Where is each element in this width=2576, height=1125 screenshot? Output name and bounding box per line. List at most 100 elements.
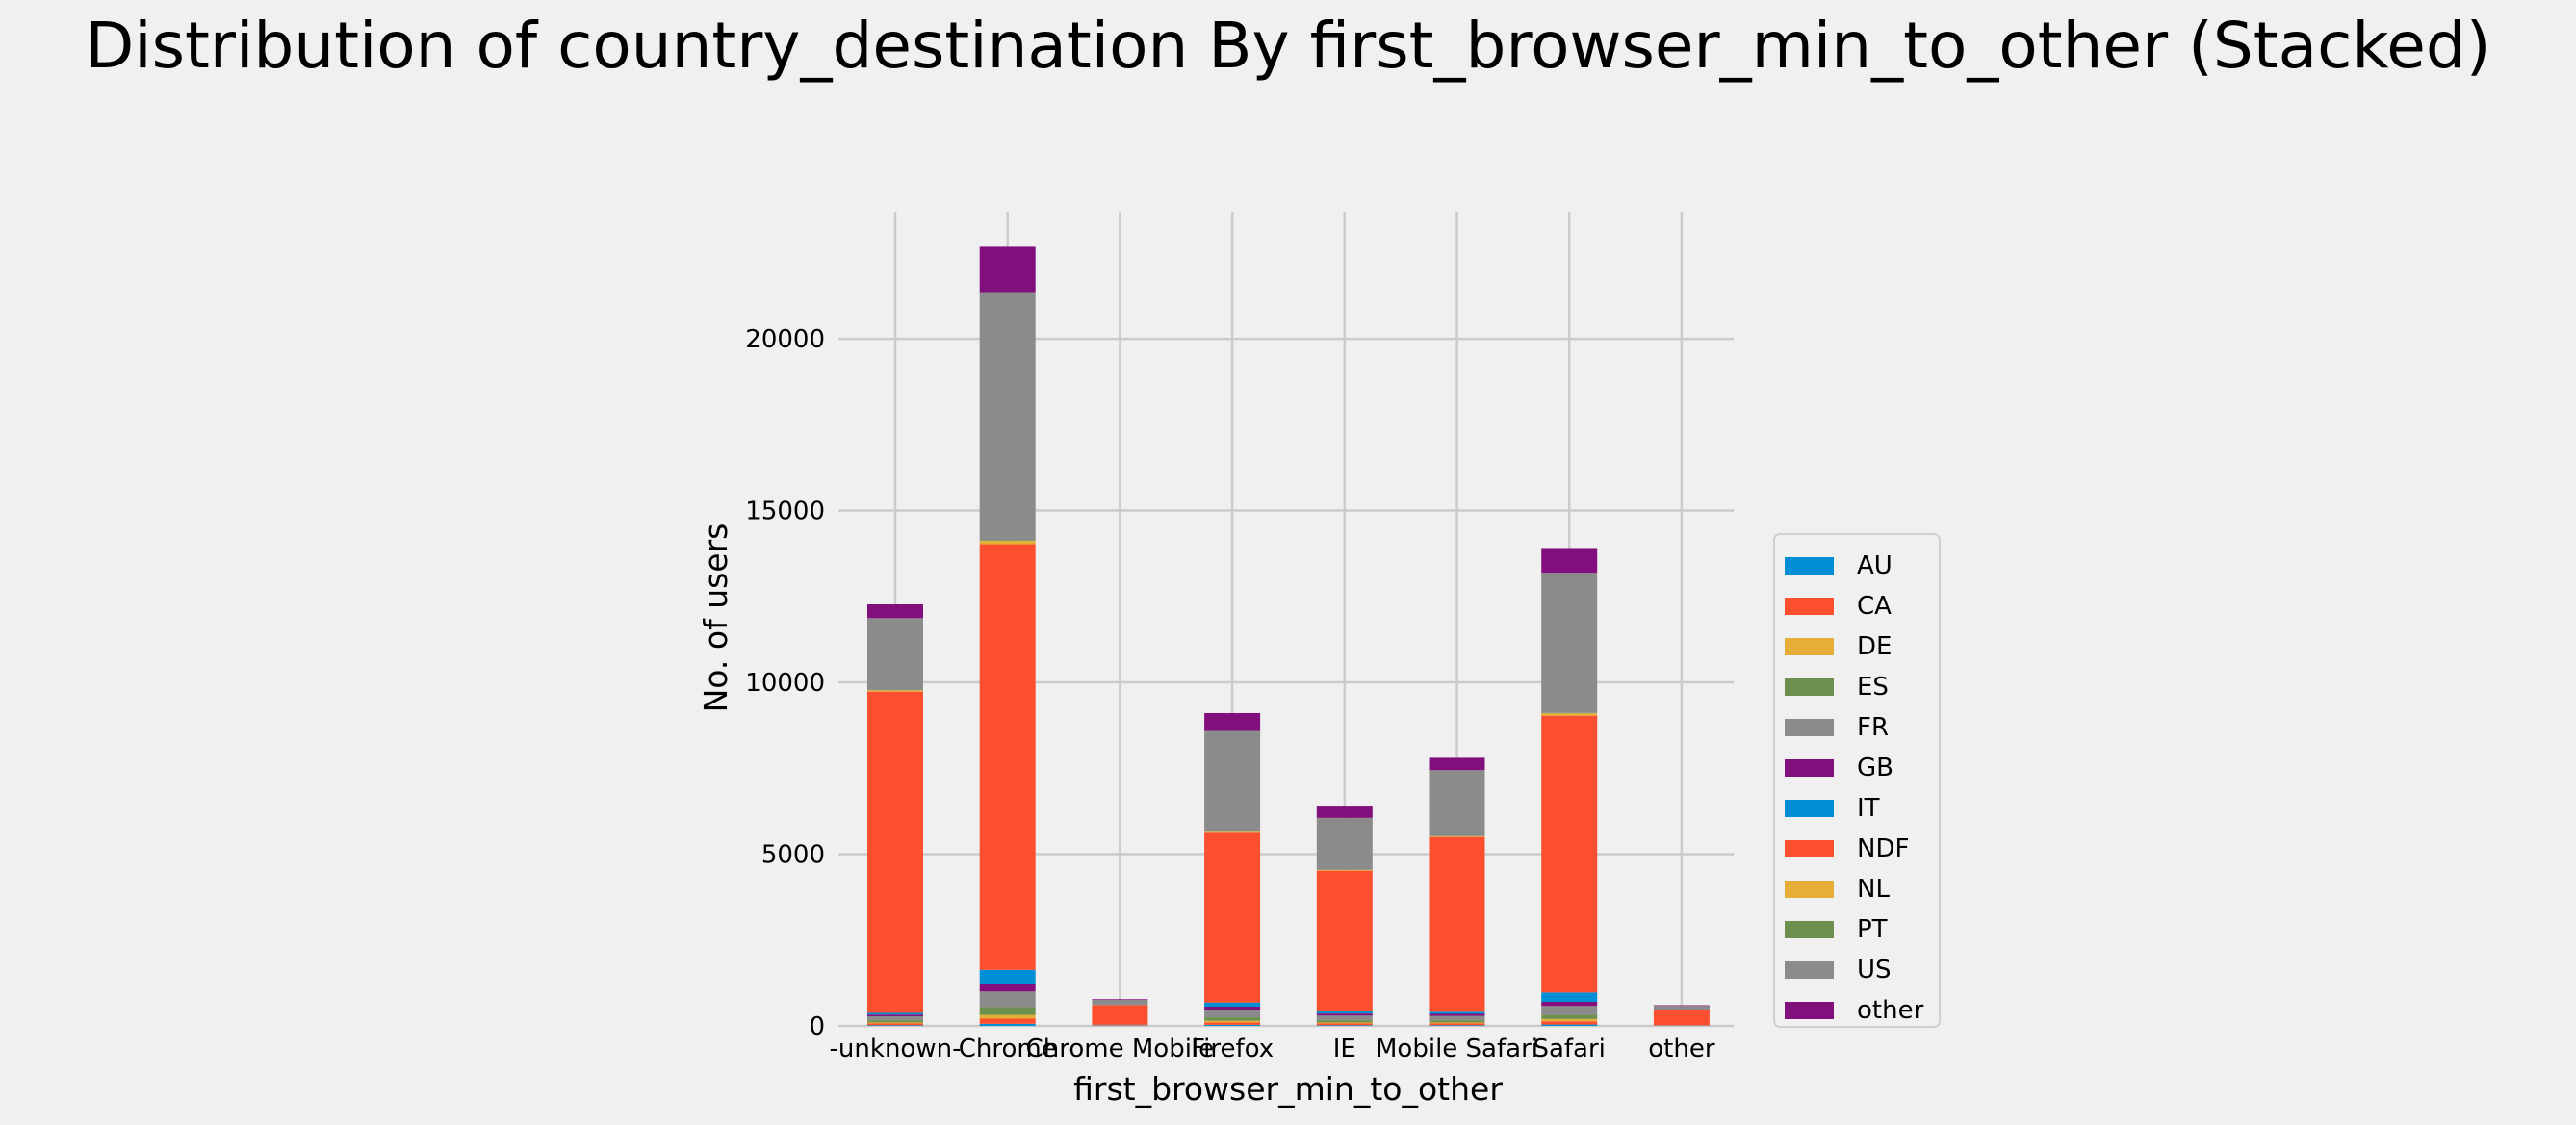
bar-segment-us bbox=[1653, 1006, 1710, 1010]
legend-label: other bbox=[1857, 996, 1924, 1025]
bar-segment-gb bbox=[1429, 1013, 1485, 1016]
bar-segment-de bbox=[867, 1022, 923, 1024]
bar-segment-nl bbox=[867, 690, 923, 692]
bar-segment-au bbox=[1429, 1025, 1485, 1026]
x-tick-label: Mobile Safari bbox=[1376, 1035, 1538, 1063]
bar-segment-it bbox=[979, 969, 1036, 984]
bar-segment-gb bbox=[1316, 1013, 1373, 1016]
bar-segment-fr bbox=[1429, 1015, 1485, 1021]
bar-segment-au bbox=[979, 1023, 1036, 1026]
bar-segment-es bbox=[979, 1007, 1036, 1015]
x-tick-label: Firefox bbox=[1191, 1035, 1274, 1063]
bar-segment-us bbox=[1092, 999, 1148, 1006]
y-tick-labels: 0 5000 10000 15000 20000 bbox=[745, 325, 825, 1041]
bar-segment-ndf bbox=[867, 691, 923, 1013]
bar-segment-it bbox=[867, 1012, 923, 1015]
bar-segment-nl bbox=[1429, 835, 1485, 837]
x-tick-label: Safari bbox=[1533, 1035, 1605, 1063]
y-tick-label: 5000 bbox=[761, 841, 825, 870]
bar-segment-es bbox=[1204, 1017, 1261, 1021]
legend-label: NDF bbox=[1857, 834, 1909, 863]
bar-segment-au bbox=[867, 1025, 923, 1026]
bar-segment-fr bbox=[1316, 1015, 1373, 1021]
legend-swatch bbox=[1785, 638, 1834, 655]
bar-segment-us bbox=[1541, 573, 1598, 713]
bar-segment-ca bbox=[1541, 1021, 1598, 1025]
bar-segment-gb bbox=[1541, 1002, 1598, 1007]
bar-segment-es bbox=[867, 1020, 923, 1023]
bar-segment-au bbox=[1316, 1025, 1373, 1026]
bars bbox=[867, 246, 1710, 1026]
bar-segment-es bbox=[1429, 1020, 1485, 1023]
bar-segment-pt bbox=[979, 540, 1036, 541]
legend-label: FR bbox=[1857, 713, 1889, 742]
bar-segment-ca bbox=[1316, 1023, 1373, 1026]
bar-segment-de bbox=[1541, 1018, 1598, 1022]
bar-segment-de bbox=[1429, 1022, 1485, 1024]
bar-segment-fr bbox=[1204, 1010, 1261, 1018]
bar-segment-fr bbox=[867, 1016, 923, 1021]
legend-swatch bbox=[1785, 800, 1834, 817]
legend-swatch bbox=[1785, 678, 1834, 696]
bar-segment-ndf bbox=[1653, 1010, 1710, 1026]
legend-swatch bbox=[1785, 921, 1834, 938]
bar-segment-ndf bbox=[979, 544, 1036, 970]
x-tick-label: -unknown- bbox=[830, 1035, 962, 1063]
legend-swatch bbox=[1785, 759, 1834, 777]
bar-segment-es bbox=[1541, 1014, 1598, 1019]
legend-label: GB bbox=[1857, 754, 1893, 782]
bar-segment-de bbox=[1316, 1022, 1373, 1024]
grid bbox=[838, 212, 1734, 1028]
bar-segment-es bbox=[1316, 1020, 1373, 1023]
x-tick-label: Chrome bbox=[959, 1035, 1057, 1063]
bar-segment-ndf bbox=[1541, 715, 1598, 993]
legend-label: PT bbox=[1857, 915, 1888, 944]
bar-segment-nl bbox=[1316, 869, 1373, 871]
bar-segment-it bbox=[1541, 992, 1598, 1003]
bar-segment-us bbox=[979, 292, 1036, 541]
bar-segment-gb bbox=[979, 984, 1036, 992]
bar-segment-ndf bbox=[1092, 1005, 1148, 1025]
bar-segment-us bbox=[867, 618, 923, 690]
bar-segment-nl bbox=[979, 540, 1036, 545]
bar-segment-de bbox=[1204, 1020, 1261, 1023]
y-axis-label: No. of users bbox=[697, 524, 734, 713]
legend: AU CA DE ES FR GB IT NDF NL PT US other bbox=[1773, 533, 1941, 1028]
bar-segment-ndf bbox=[1316, 870, 1373, 1012]
bar-segment-ndf bbox=[1204, 832, 1261, 1003]
chart-title: Distribution of country_destination By f… bbox=[85, 9, 2490, 83]
legend-swatch bbox=[1785, 840, 1834, 857]
bar-segment-us bbox=[1429, 770, 1485, 836]
x-tick-label: IE bbox=[1333, 1035, 1356, 1063]
bar-segment-other bbox=[1204, 712, 1261, 731]
bar-segment-us bbox=[1204, 730, 1261, 832]
legend-swatch bbox=[1785, 598, 1834, 615]
legend-label: NL bbox=[1857, 875, 1890, 904]
legend-swatch bbox=[1785, 961, 1834, 979]
bar-segment-other bbox=[979, 246, 1036, 293]
bar-segment-au bbox=[1541, 1024, 1598, 1026]
legend-swatch bbox=[1785, 881, 1834, 898]
bar-segment-ca bbox=[1204, 1022, 1261, 1025]
legend-box bbox=[1773, 533, 1941, 1028]
bar-segment-it bbox=[1316, 1011, 1373, 1014]
x-tick-label: Chrome Mobile bbox=[1026, 1035, 1215, 1063]
bar-segment-gb bbox=[1204, 1007, 1261, 1010]
bar-segment-other bbox=[1653, 1005, 1710, 1007]
bar-segment-au bbox=[1204, 1024, 1261, 1026]
y-tick-label: 10000 bbox=[745, 669, 825, 698]
x-axis-label: first_browser_min_to_other bbox=[1073, 1070, 1503, 1108]
y-tick-label: 20000 bbox=[745, 325, 825, 354]
bar-segment-other bbox=[867, 604, 923, 619]
bar-segment-gb bbox=[867, 1014, 923, 1017]
legend-label: AU bbox=[1857, 551, 1893, 580]
bar-segment-nl bbox=[1541, 713, 1598, 716]
bar-segment-fr bbox=[1541, 1006, 1598, 1015]
bar-segment-us bbox=[1316, 817, 1373, 870]
legend-swatch bbox=[1785, 719, 1834, 736]
bar-segment-ndf bbox=[1429, 836, 1485, 1012]
legend-label: US bbox=[1857, 956, 1892, 984]
bar-segment-it bbox=[1429, 1011, 1485, 1014]
